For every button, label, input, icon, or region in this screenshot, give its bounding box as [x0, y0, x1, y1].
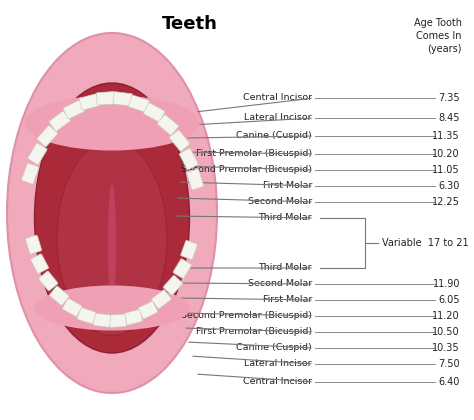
Text: Lateral Incisor: Lateral Incisor — [245, 113, 312, 123]
Text: Third Molar: Third Molar — [258, 263, 312, 273]
Text: Second Premolar (Bicuspid): Second Premolar (Bicuspid) — [181, 312, 312, 320]
FancyBboxPatch shape — [22, 163, 39, 184]
Text: Second Molar: Second Molar — [248, 279, 312, 289]
Text: First Molar: First Molar — [263, 181, 312, 191]
Text: Third Molar: Third Molar — [258, 213, 312, 223]
FancyBboxPatch shape — [152, 290, 171, 309]
Text: 12.25: 12.25 — [432, 197, 460, 207]
Text: 10.50: 10.50 — [432, 327, 460, 337]
FancyBboxPatch shape — [31, 254, 48, 273]
FancyBboxPatch shape — [63, 100, 84, 119]
Text: Central Incisor: Central Incisor — [243, 378, 312, 386]
Ellipse shape — [108, 183, 116, 303]
FancyBboxPatch shape — [163, 276, 182, 295]
Text: Age Tooth
Comes In
(years): Age Tooth Comes In (years) — [414, 18, 462, 55]
Text: 11.90: 11.90 — [432, 279, 460, 289]
FancyBboxPatch shape — [181, 240, 197, 260]
Text: 11.05: 11.05 — [432, 165, 460, 175]
FancyBboxPatch shape — [179, 148, 198, 170]
Text: Second Molar: Second Molar — [248, 197, 312, 207]
Text: Teeth: Teeth — [162, 15, 218, 33]
Text: 11.20: 11.20 — [432, 311, 460, 321]
FancyBboxPatch shape — [113, 92, 132, 106]
FancyBboxPatch shape — [93, 313, 111, 327]
Text: 6.40: 6.40 — [438, 377, 460, 387]
FancyBboxPatch shape — [96, 92, 116, 105]
Text: 7.35: 7.35 — [438, 93, 460, 103]
FancyBboxPatch shape — [187, 169, 203, 190]
Ellipse shape — [35, 83, 190, 353]
FancyBboxPatch shape — [124, 310, 143, 325]
Ellipse shape — [7, 33, 217, 393]
FancyBboxPatch shape — [39, 271, 58, 291]
FancyBboxPatch shape — [49, 286, 69, 305]
FancyBboxPatch shape — [144, 103, 165, 122]
Text: 10.20: 10.20 — [432, 149, 460, 159]
FancyBboxPatch shape — [109, 314, 126, 328]
FancyBboxPatch shape — [157, 115, 179, 135]
Text: First Premolar (Bicuspid): First Premolar (Bicuspid) — [196, 328, 312, 336]
Text: 6.30: 6.30 — [438, 181, 460, 191]
Ellipse shape — [35, 286, 190, 331]
FancyBboxPatch shape — [63, 299, 82, 317]
Text: Central Incisor: Central Incisor — [243, 94, 312, 102]
FancyBboxPatch shape — [26, 235, 42, 254]
FancyBboxPatch shape — [79, 94, 100, 110]
FancyBboxPatch shape — [28, 143, 47, 165]
FancyBboxPatch shape — [138, 301, 158, 319]
Text: Canine (Cuspid): Canine (Cuspid) — [236, 131, 312, 141]
Text: Second Premolar (Bicuspid): Second Premolar (Bicuspid) — [181, 165, 312, 174]
FancyBboxPatch shape — [169, 130, 190, 151]
Ellipse shape — [57, 141, 167, 336]
Text: Canine (Cuspid): Canine (Cuspid) — [236, 344, 312, 352]
Text: 7.50: 7.50 — [438, 359, 460, 369]
Text: Lateral Incisor: Lateral Incisor — [245, 360, 312, 368]
Text: First Molar: First Molar — [263, 296, 312, 304]
FancyBboxPatch shape — [49, 111, 70, 131]
FancyBboxPatch shape — [77, 307, 96, 324]
Text: 6.05: 6.05 — [438, 295, 460, 305]
Text: First Premolar (Bicuspid): First Premolar (Bicuspid) — [196, 150, 312, 158]
Text: 11.35: 11.35 — [432, 131, 460, 141]
Ellipse shape — [25, 95, 200, 150]
Text: Variable  17 to 21: Variable 17 to 21 — [382, 238, 469, 248]
FancyBboxPatch shape — [37, 126, 58, 147]
FancyBboxPatch shape — [128, 95, 149, 112]
Text: 8.45: 8.45 — [438, 113, 460, 123]
FancyBboxPatch shape — [173, 259, 191, 278]
Text: 10.35: 10.35 — [432, 343, 460, 353]
